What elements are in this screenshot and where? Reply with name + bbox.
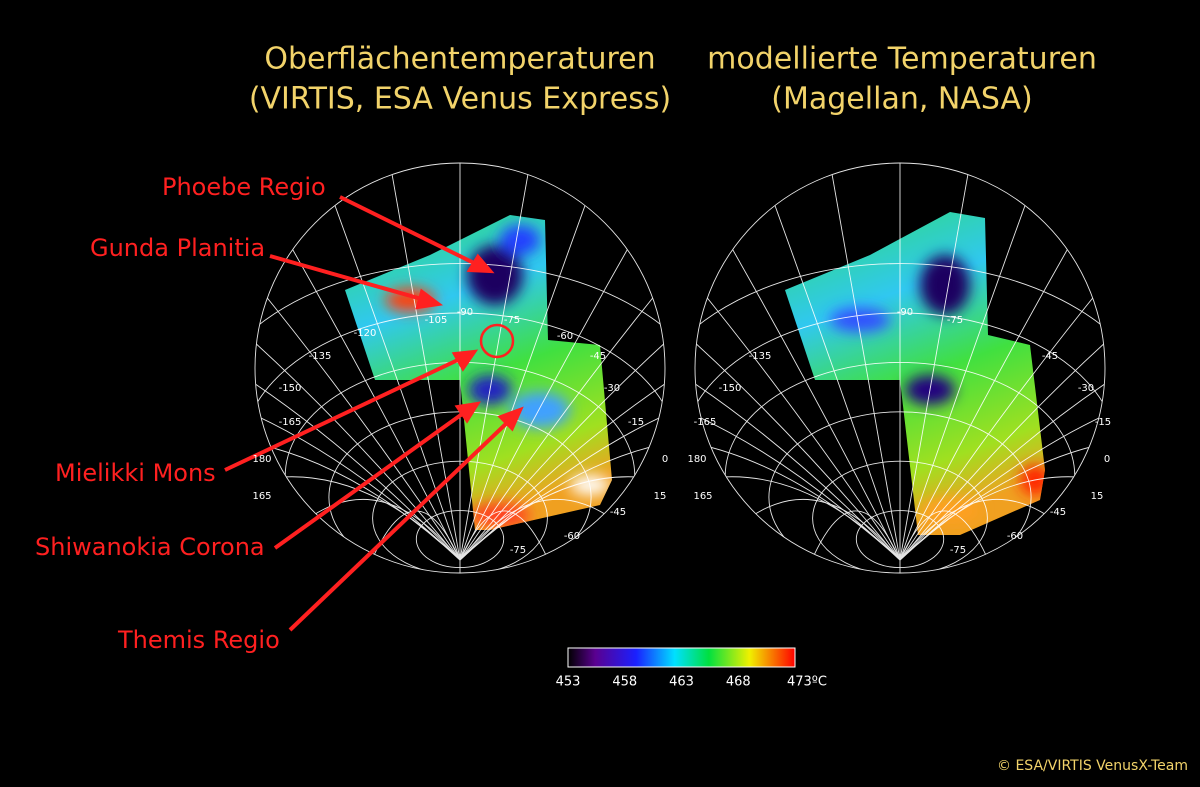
meridian [695,368,901,561]
meridian [899,498,1105,573]
meridian [459,259,665,561]
grid-label: -135 [749,351,772,362]
grid-label: -15 [628,417,644,428]
annotation: Themis Regio [117,626,280,654]
grid-label: -45 [610,507,626,518]
subtitle: (Magellan, NASA) [771,82,1032,117]
grid-label: -105 [425,315,448,326]
meridian [255,163,461,561]
annotation: Shiwanokia Corona [35,533,265,561]
grid-label: -45 [1042,351,1058,362]
colorbar-label: 463 [669,675,694,690]
grid-label: 0 [662,454,668,465]
title: Oberflächentemperaturen [264,42,655,77]
meridian [695,259,901,561]
subtitle: (VIRTIS, ESA Venus Express) [249,82,671,117]
grid-label: -90 [457,307,473,318]
grid-label: -75 [950,545,966,556]
highlight-circle [479,323,515,359]
grid-label: -60 [1007,531,1023,542]
grid-label: -75 [947,315,963,326]
meridian [695,436,901,561]
meridian [255,163,461,561]
grid-label: 180 [252,454,271,465]
meridian [255,436,461,561]
grid-label: -135 [309,351,332,362]
meridian [899,163,1105,561]
grid-label: -60 [564,531,580,542]
grid-label: -30 [1078,383,1094,394]
grid-label: -165 [694,417,717,428]
annotation: Mielikki Mons [55,459,216,487]
credit: © ESA/VIRTIS VenusX-Team [997,758,1188,774]
grid-label: -60 [557,331,573,342]
grid-label: -120 [354,328,377,339]
title: modellierte Temperaturen [707,42,1097,77]
grid-label: 180 [687,454,706,465]
grid-label: -45 [590,351,606,362]
meridian [899,368,1105,561]
meridian [459,163,665,561]
meridian [255,259,461,561]
meridian [459,498,665,573]
colorbar-label: 458 [612,675,637,690]
meridian [459,163,665,561]
colorbar-labels: 453 458 463 468 473ºC [556,675,827,690]
grid-label: 15 [1091,491,1104,502]
meridian [770,510,901,573]
meridian [899,163,1105,561]
grid-label: 165 [693,491,712,502]
grid-label: 165 [252,491,271,502]
grid-label: -30 [604,383,620,394]
meridian [695,163,901,561]
meridian [255,163,461,561]
grid-label: 0 [1104,454,1110,465]
grid-label: -75 [504,315,520,326]
grid-label: -15 [1095,417,1111,428]
meridian [899,259,1105,561]
colorbar-label: 473ºC [787,675,827,690]
meridian [695,163,901,561]
annotation: Phoebe Regio [162,173,326,201]
meridian [255,368,461,561]
meridian [899,163,1105,561]
meridian [459,368,665,561]
grid-label: 15 [654,491,667,502]
arrows [224,195,524,632]
colorbar-label: 453 [556,675,581,690]
meridian [695,163,901,561]
grid-label: -150 [719,383,742,394]
grid-label: -165 [279,417,302,428]
meridian [899,510,1030,573]
colorbar [567,647,796,668]
annotation: Gunda Planitia [90,234,265,262]
meridian [459,510,590,573]
colorbar-label: 468 [726,675,751,690]
grid-label: -75 [510,545,526,556]
grid-label: -45 [1050,507,1066,518]
meridian [330,510,461,573]
meridian [459,163,665,561]
grid-labels: -90-105-120-135-150-165180165-75-60-45-3… [252,307,1111,556]
grid-label: -90 [897,307,913,318]
grid-label: -150 [279,383,302,394]
